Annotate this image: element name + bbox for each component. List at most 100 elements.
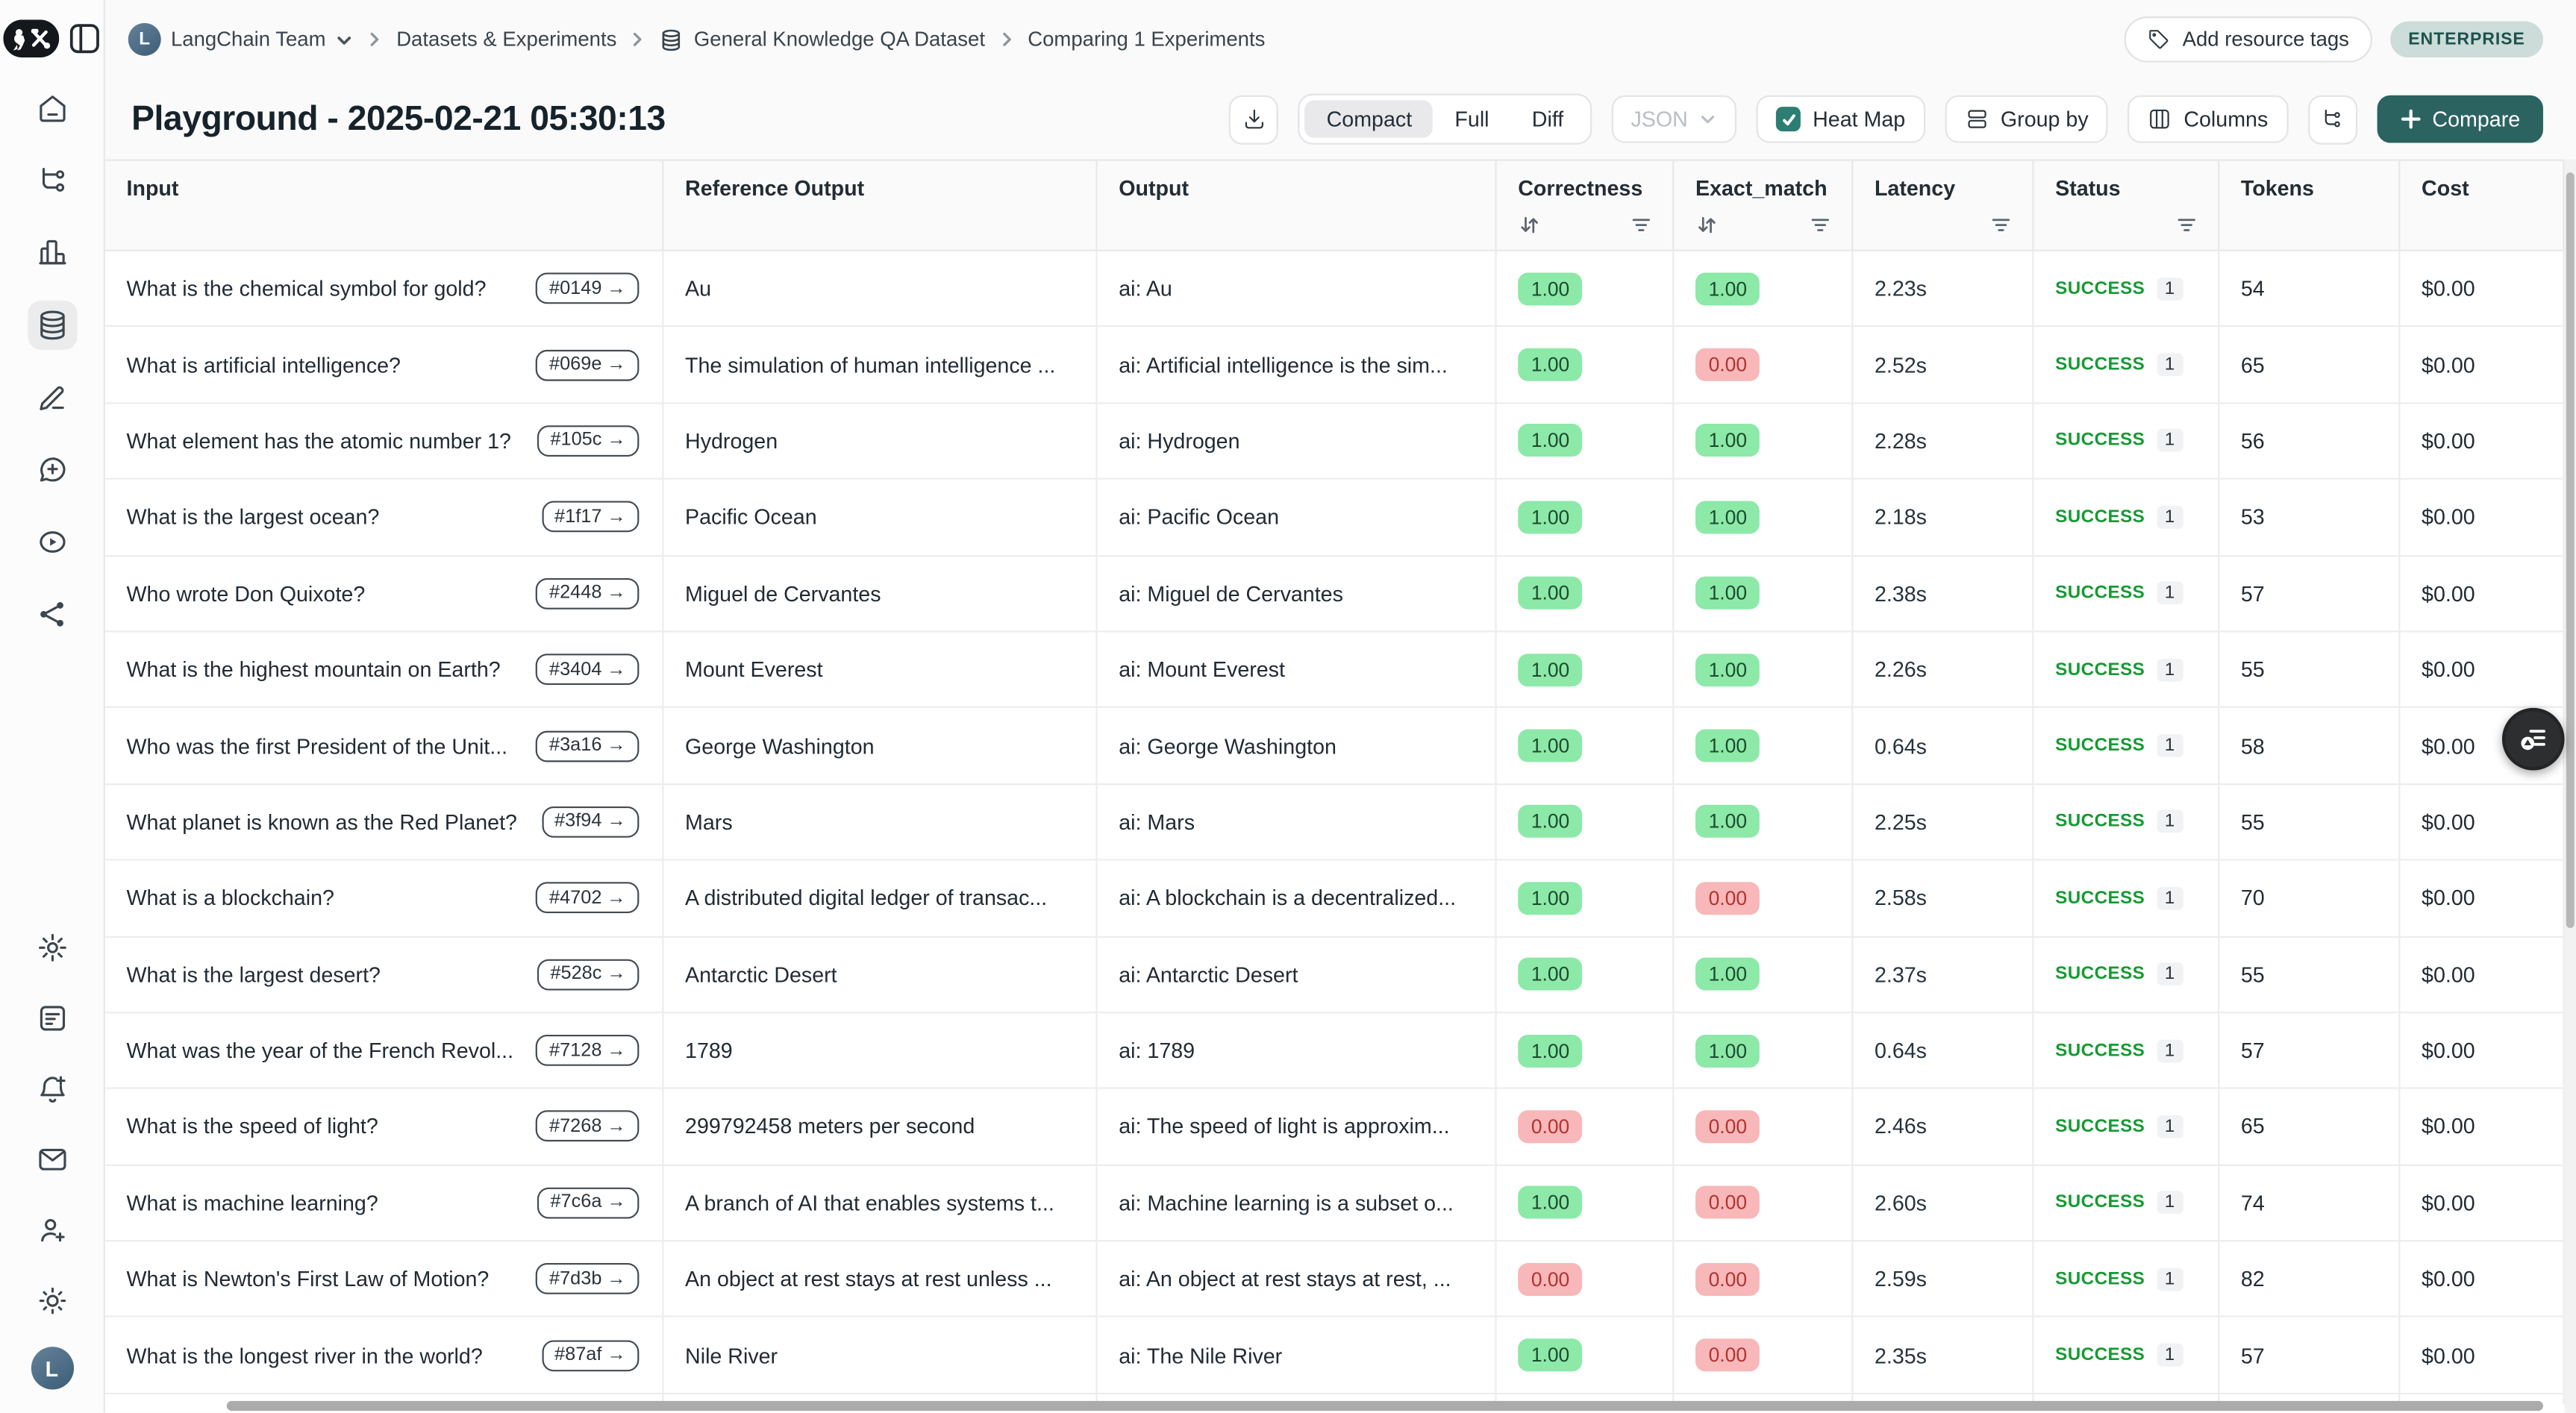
tokens-cell: 56: [2219, 404, 2401, 479]
example-link[interactable]: #7268 →: [536, 1111, 640, 1143]
filter-icon[interactable]: [2175, 213, 2198, 236]
column-header[interactable]: Input: [105, 160, 664, 250]
status-badge: SUCCESS: [2055, 1269, 2145, 1289]
table-row[interactable]: What is a blockchain? #4702 → A distribu…: [104, 860, 2565, 938]
filter-icon[interactable]: [1809, 213, 1832, 236]
example-link[interactable]: #7c6a →: [537, 1187, 640, 1219]
feedback-panel-button[interactable]: [2501, 707, 2565, 771]
table-row[interactable]: What is the largest desert? #528c → Anta…: [104, 937, 2565, 1014]
docs-file-icon[interactable]: [27, 994, 76, 1043]
sort-icon[interactable]: [1518, 213, 1541, 236]
column-header[interactable]: Cost: [2400, 160, 2565, 250]
status-badge: SUCCESS: [2055, 736, 2145, 756]
table-row[interactable]: Who was the first President of the Unit.…: [104, 708, 2565, 785]
cost-cell: $0.00: [2400, 1013, 2565, 1088]
example-link[interactable]: #069e →: [536, 348, 640, 380]
table-row[interactable]: What element has the atomic number 1? #1…: [104, 404, 2565, 480]
add-resource-tags-button[interactable]: Add resource tags: [2125, 16, 2372, 63]
correctness-score: 1.00: [1518, 1034, 1583, 1068]
graph-share-icon[interactable]: [27, 589, 76, 639]
example-link[interactable]: #7128 →: [536, 1035, 640, 1066]
table-row[interactable]: What is machine learning? #7c6a → A bran…: [104, 1165, 2565, 1242]
column-header[interactable]: Reference Output: [663, 160, 1098, 250]
column-header[interactable]: Exact_match: [1674, 160, 1854, 250]
monitor-chart-icon[interactable]: [27, 228, 76, 278]
tree-view-button[interactable]: [2307, 94, 2357, 144]
columns-button[interactable]: Columns: [2128, 95, 2288, 143]
reference-output-cell: Hydrogen: [663, 404, 1098, 479]
example-link[interactable]: #105c →: [537, 425, 640, 457]
example-link[interactable]: #3f94 →: [541, 806, 640, 838]
table-row[interactable]: What was the year of the French Revol...…: [104, 1013, 2565, 1090]
heatmap-toggle[interactable]: Heat Map: [1757, 95, 1925, 143]
mail-icon[interactable]: [27, 1135, 76, 1184]
reference-output-cell: 299792458 meters per second: [663, 1089, 1098, 1165]
user-avatar[interactable]: L: [30, 1347, 73, 1390]
annotation-pen-icon[interactable]: [27, 373, 76, 422]
run-count-badge: 1: [2156, 581, 2183, 605]
horizontal-scrollbar-thumb[interactable]: [226, 1400, 2543, 1412]
table-row[interactable]: What is the chemical symbol for gold? #0…: [104, 251, 2565, 328]
alerts-bell-plus-icon[interactable]: [27, 1065, 76, 1114]
cost-cell: $0.00: [2400, 556, 2565, 631]
reference-output-cell: An object at rest stays at rest unless .…: [663, 1241, 1098, 1317]
example-link[interactable]: #7d3b →: [536, 1263, 640, 1295]
filter-icon[interactable]: [1630, 213, 1653, 236]
download-button[interactable]: [1229, 94, 1279, 144]
example-link[interactable]: #87af →: [541, 1339, 640, 1371]
table-row[interactable]: What is the highest mountain on Earth? #…: [104, 632, 2565, 709]
example-link[interactable]: #2448 →: [536, 577, 640, 610]
reference-output-cell: George Washington: [663, 708, 1098, 783]
home-icon[interactable]: [27, 84, 76, 133]
table-row[interactable]: What is Newton's First Law of Motion? #7…: [104, 1241, 2565, 1318]
output-cell: ai: Au: [1098, 251, 1497, 326]
column-header[interactable]: Latency: [1853, 160, 2034, 250]
breadcrumb-datasets-link[interactable]: Datasets & Experiments: [396, 28, 617, 51]
column-header-label: Cost: [2422, 175, 2469, 201]
table-row[interactable]: What is the speed of light? #7268 → 2997…: [104, 1089, 2565, 1166]
view-mode-compact[interactable]: Compact: [1305, 100, 1434, 138]
view-mode-diff[interactable]: Diff: [1531, 107, 1564, 132]
format-dropdown[interactable]: JSON: [1611, 95, 1737, 143]
example-link[interactable]: #4702 →: [536, 882, 640, 914]
group-by-button[interactable]: Group by: [1945, 95, 2109, 143]
example-link[interactable]: #528c →: [537, 959, 640, 990]
cost-cell: $0.00: [2400, 251, 2565, 326]
compare-button[interactable]: Compare: [2376, 95, 2543, 143]
settings-gear-icon[interactable]: [27, 923, 76, 972]
datasets-database-icon[interactable]: [27, 300, 77, 350]
breadcrumb-dataset-link[interactable]: General Knowledge QA Dataset: [660, 27, 985, 51]
output-cell: ai: Machine learning is a subset o...: [1098, 1165, 1497, 1241]
vertical-scrollbar-thumb[interactable]: [2566, 172, 2575, 928]
panel-left-toggle-icon[interactable]: [69, 22, 100, 54]
trace-tree-icon[interactable]: [27, 156, 76, 205]
langsmith-parrot-tools-icon[interactable]: [3, 19, 60, 57]
group-by-label: Group by: [2000, 107, 2089, 132]
theme-sun-icon[interactable]: [27, 1276, 76, 1326]
example-link[interactable]: #1f17 →: [541, 501, 640, 533]
team-selector[interactable]: L LangChain Team: [128, 22, 354, 56]
table-row[interactable]: Who wrote Don Quixote? #2448 → Miguel de…: [104, 556, 2565, 633]
column-header[interactable]: Correctness: [1497, 160, 1675, 250]
column-header[interactable]: Status: [2033, 160, 2220, 250]
invite-user-plus-icon[interactable]: [27, 1206, 76, 1255]
view-mode-full[interactable]: Full: [1454, 107, 1489, 132]
column-header[interactable]: Tokens: [2219, 160, 2401, 250]
playground-play-icon[interactable]: [27, 517, 76, 566]
prompt-message-plus-icon[interactable]: [27, 445, 76, 495]
correctness-score: 1.00: [1518, 348, 1583, 381]
table-row[interactable]: What is the longest river in the world? …: [104, 1318, 2565, 1394]
table-row[interactable]: What planet is known as the Red Planet? …: [104, 784, 2565, 861]
output-cell: ai: Miguel de Cervantes: [1098, 556, 1497, 631]
correctness-score: 0.00: [1518, 1262, 1583, 1296]
tag-icon: [2148, 28, 2171, 51]
sort-icon[interactable]: [1695, 213, 1719, 236]
filter-icon[interactable]: [1989, 213, 2013, 236]
example-link[interactable]: #3404 →: [536, 654, 640, 686]
table-row[interactable]: What is the largest ocean? #1f17 → Pacif…: [104, 480, 2565, 557]
column-header[interactable]: Output: [1098, 160, 1497, 250]
table-row[interactable]: What is artificial intelligence? #069e →…: [104, 327, 2565, 404]
reference-output-cell: A distributed digital ledger of transac.…: [663, 860, 1098, 936]
example-link[interactable]: #3a16 →: [536, 730, 640, 762]
example-link[interactable]: #0149 →: [536, 272, 640, 304]
